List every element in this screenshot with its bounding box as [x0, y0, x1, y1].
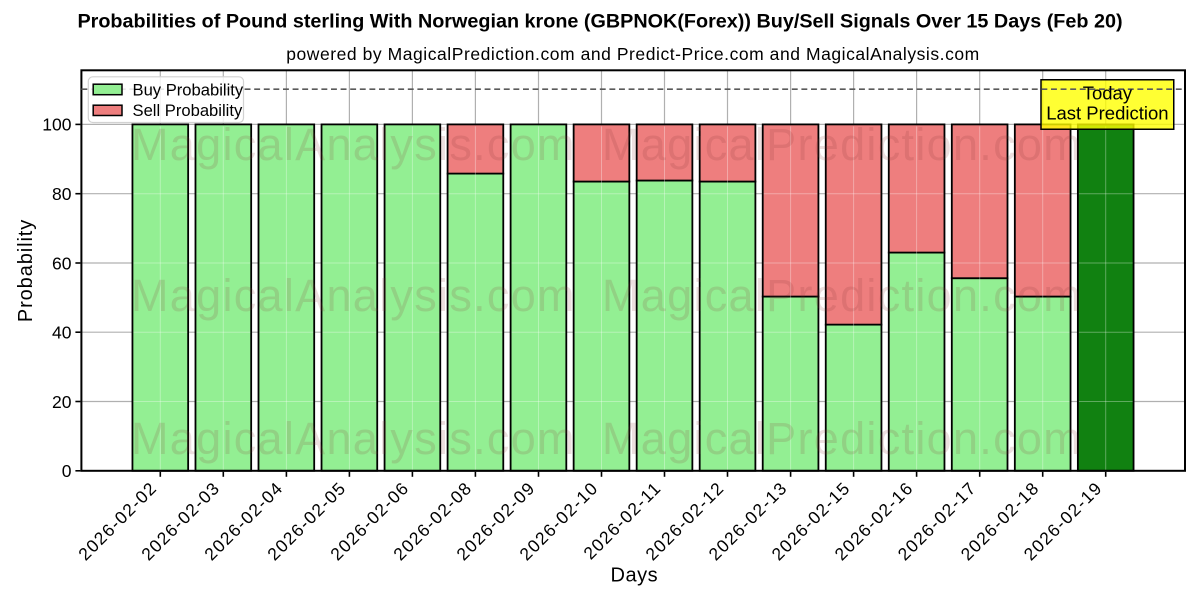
svg-text:Buy Probability: Buy Probability [133, 80, 244, 99]
svg-text:60: 60 [52, 253, 72, 273]
svg-text:Probabilities of Pound sterlin: Probabilities of Pound sterling With Nor… [77, 10, 1122, 32]
svg-text:MagicalAnalysis.com: MagicalAnalysis.com [131, 119, 576, 170]
svg-text:0: 0 [62, 461, 72, 481]
svg-text:MagicalPrediction.com: MagicalPrediction.com [602, 270, 1082, 321]
svg-text:100: 100 [42, 115, 71, 135]
svg-text:MagicalAnalysis.com: MagicalAnalysis.com [131, 413, 576, 464]
svg-text:MagicalPrediction.com: MagicalPrediction.com [602, 413, 1082, 464]
svg-text:Today: Today [1083, 82, 1133, 103]
svg-text:Probability: Probability [15, 219, 37, 322]
svg-text:MagicalAnalysis.com: MagicalAnalysis.com [131, 270, 576, 321]
svg-text:MagicalPrediction.com: MagicalPrediction.com [602, 119, 1082, 170]
svg-text:20: 20 [52, 392, 72, 412]
svg-text:Sell Probability: Sell Probability [133, 101, 243, 120]
svg-text:Days: Days [611, 565, 659, 587]
svg-text:40: 40 [52, 323, 72, 343]
svg-text:Last Prediction: Last Prediction [1046, 103, 1168, 124]
svg-text:powered by MagicalPrediction.c: powered by MagicalPrediction.com and Pre… [286, 44, 980, 64]
svg-text:80: 80 [52, 184, 72, 204]
